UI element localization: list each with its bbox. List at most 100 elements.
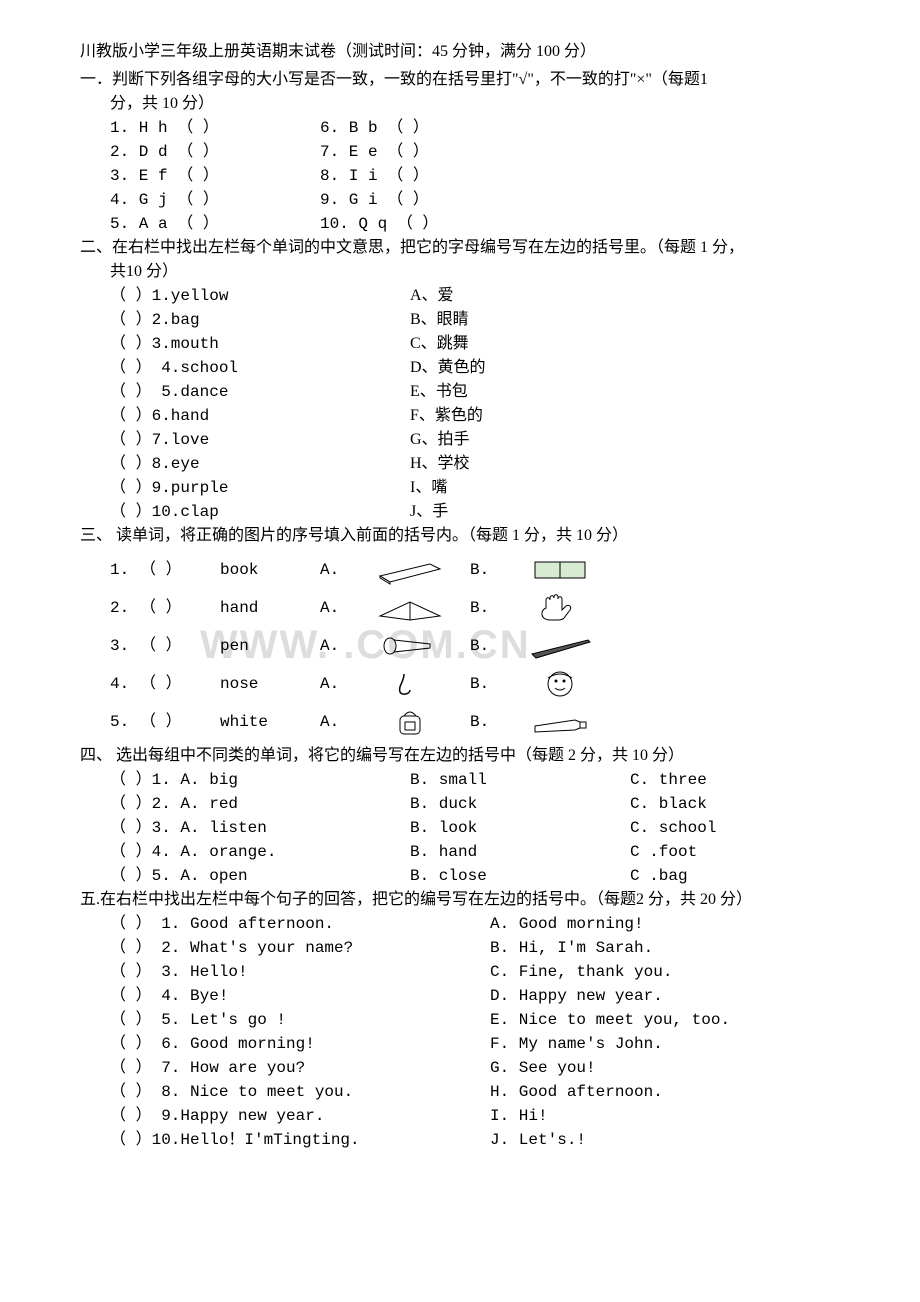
letter-item-right: 8. I i （ ） — [320, 164, 429, 188]
option-a-icon — [350, 554, 470, 586]
match-row: （ ）7.loveG、拍手 — [80, 428, 840, 452]
section1-header: 一．判断下列各组字母的大小写是否一致，一致的在括号里打"√"，不一致的打"×"（… — [80, 68, 840, 92]
odd-one-row: （ ）5. A. openB. closeC .bag — [80, 864, 840, 888]
section3-header: 三、 读单词，将正确的图片的序号填入前面的括号内。（每题 1 分，共 10 分） — [80, 524, 840, 548]
opt-b: B. duck — [410, 792, 630, 816]
opt-c: C. black — [630, 792, 707, 816]
opt-b: B. close — [410, 864, 630, 888]
dialogue-row: （ ） 3. Hello!C. Fine, thank you. — [80, 960, 840, 984]
q-word: book — [220, 558, 320, 582]
match-right: E、书包 — [410, 380, 468, 404]
option-b-label: B. — [470, 672, 500, 696]
opt-a: （ ）1. A. big — [110, 768, 410, 792]
option-a-label: A. — [320, 634, 350, 658]
q-word: pen — [220, 634, 320, 658]
section4-header: 四、 选出每组中不同类的单词，将它的编号写在左边的括号中（每题 2 分，共 10… — [80, 744, 840, 768]
opt-c: C. school — [630, 816, 716, 840]
opt-c: C .foot — [630, 840, 697, 864]
dialogue-left: （ ） 9.Happy new year. — [110, 1104, 490, 1128]
letter-item-right: 7. E e （ ） — [320, 140, 429, 164]
dialogue-right: J. Let's.! — [490, 1128, 586, 1152]
q-num: 3. — [110, 634, 140, 658]
option-b-icon — [500, 554, 620, 586]
dialogue-row: （ ）10.Hello！I'mTingting.J. Let's.! — [80, 1128, 840, 1152]
option-b-label: B. — [470, 558, 500, 582]
answer-paren: （ ） — [140, 672, 220, 696]
dialogue-right: B. Hi, I'm Sarah. — [490, 936, 653, 960]
option-a-icon — [350, 630, 470, 662]
match-left: （ ）10.clap — [110, 500, 410, 524]
dialogue-left: （ ） 7. How are you? — [110, 1056, 490, 1080]
dialogue-right: A. Good morning! — [490, 912, 644, 936]
letter-row: 5. A a （ ）10. Q q （ ） — [80, 212, 840, 236]
letter-item-left: 2. D d （ ） — [110, 140, 320, 164]
answer-paren: （ ） — [140, 634, 220, 658]
match-right: B、眼睛 — [410, 308, 469, 332]
match-right: H、学校 — [410, 452, 470, 476]
picture-row: 2.（ ）handA.B. — [80, 592, 840, 624]
match-left: （ ）2.bag — [110, 308, 410, 332]
match-row: （ ）2.bagB、眼睛 — [80, 308, 840, 332]
match-left: （ ） 4.school — [110, 356, 410, 380]
dialogue-row: （ ） 9.Happy new year.I. Hi! — [80, 1104, 840, 1128]
picture-row: 5.（ ）whiteA.B. — [80, 706, 840, 738]
dialogue-row: （ ） 7. How are you?G. See you! — [80, 1056, 840, 1080]
dialogue-right: D. Happy new year. — [490, 984, 663, 1008]
dialogue-left: （ ） 1. Good afternoon. — [110, 912, 490, 936]
opt-a: （ ）2. A. red — [110, 792, 410, 816]
match-left: （ ）7.love — [110, 428, 410, 452]
option-b-label: B. — [470, 596, 500, 620]
letter-item-left: 5. A a （ ） — [110, 212, 320, 236]
picture-row: 4.（ ）noseA.B. — [80, 668, 840, 700]
dialogue-row: （ ） 8. Nice to meet you.H. Good afternoo… — [80, 1080, 840, 1104]
q-num: 4. — [110, 672, 140, 696]
section1-header2: 分，共 10 分） — [80, 92, 840, 116]
match-right: J、手 — [410, 500, 448, 524]
option-a-label: A. — [320, 558, 350, 582]
dialogue-row: （ ） 1. Good afternoon.A. Good morning! — [80, 912, 840, 936]
q-num: 5. — [110, 710, 140, 734]
odd-one-row: （ ）2. A. redB. duckC. black — [80, 792, 840, 816]
letter-row: 4. G j （ ）9. G i （ ） — [80, 188, 840, 212]
match-right: C、跳舞 — [410, 332, 469, 356]
match-row: （ ）3.mouthC、跳舞 — [80, 332, 840, 356]
match-row: （ ）6.handF、紫色的 — [80, 404, 840, 428]
q-num: 2. — [110, 596, 140, 620]
match-row: （ ）10.clapJ、手 — [80, 500, 840, 524]
dialogue-row: （ ） 2. What's your name?B. Hi, I'm Sarah… — [80, 936, 840, 960]
dialogue-row: （ ） 4. Bye!D. Happy new year. — [80, 984, 840, 1008]
match-left: （ ）9.purple — [110, 476, 410, 500]
opt-b: B. small — [410, 768, 630, 792]
option-a-icon — [350, 592, 470, 624]
option-a-label: A. — [320, 672, 350, 696]
opt-c: C .bag — [630, 864, 688, 888]
dialogue-right: I. Hi! — [490, 1104, 548, 1128]
page-title: 川教版小学三年级上册英语期末试卷（测试时间：45 分钟，满分 100 分） — [80, 40, 840, 64]
match-row: （ ）1.yellowA、爱 — [80, 284, 840, 308]
opt-b: B. look — [410, 816, 630, 840]
dialogue-left: （ ） 6. Good morning! — [110, 1032, 490, 1056]
dialogue-right: C. Fine, thank you. — [490, 960, 672, 984]
letter-item-left: 3. E f （ ） — [110, 164, 320, 188]
match-right: I、嘴 — [410, 476, 447, 500]
match-left: （ ）8.eye — [110, 452, 410, 476]
option-a-label: A. — [320, 710, 350, 734]
letter-item-left: 4. G j （ ） — [110, 188, 320, 212]
odd-one-row: （ ）1. A. bigB. smallC. three — [80, 768, 840, 792]
option-a-label: A. — [320, 596, 350, 620]
q-word: hand — [220, 596, 320, 620]
dialogue-left: （ ）10.Hello！I'mTingting. — [110, 1128, 490, 1152]
dialogue-right: H. Good afternoon. — [490, 1080, 663, 1104]
letter-item-right: 10. Q q （ ） — [320, 212, 438, 236]
dialogue-row: （ ） 5. Let's go !E. Nice to meet you, to… — [80, 1008, 840, 1032]
letter-row: 3. E f （ ）8. I i （ ） — [80, 164, 840, 188]
opt-a: （ ）4. A. orange. — [110, 840, 410, 864]
match-left: （ ） 5.dance — [110, 380, 410, 404]
option-b-icon — [500, 630, 620, 662]
match-right: F、紫色的 — [410, 404, 483, 428]
odd-one-row: （ ）3. A. listenB. lookC. school — [80, 816, 840, 840]
dialogue-left: （ ） 5. Let's go ! — [110, 1008, 490, 1032]
dialogue-right: F. My name's John. — [490, 1032, 663, 1056]
option-b-label: B. — [470, 634, 500, 658]
dialogue-left: （ ） 4. Bye! — [110, 984, 490, 1008]
